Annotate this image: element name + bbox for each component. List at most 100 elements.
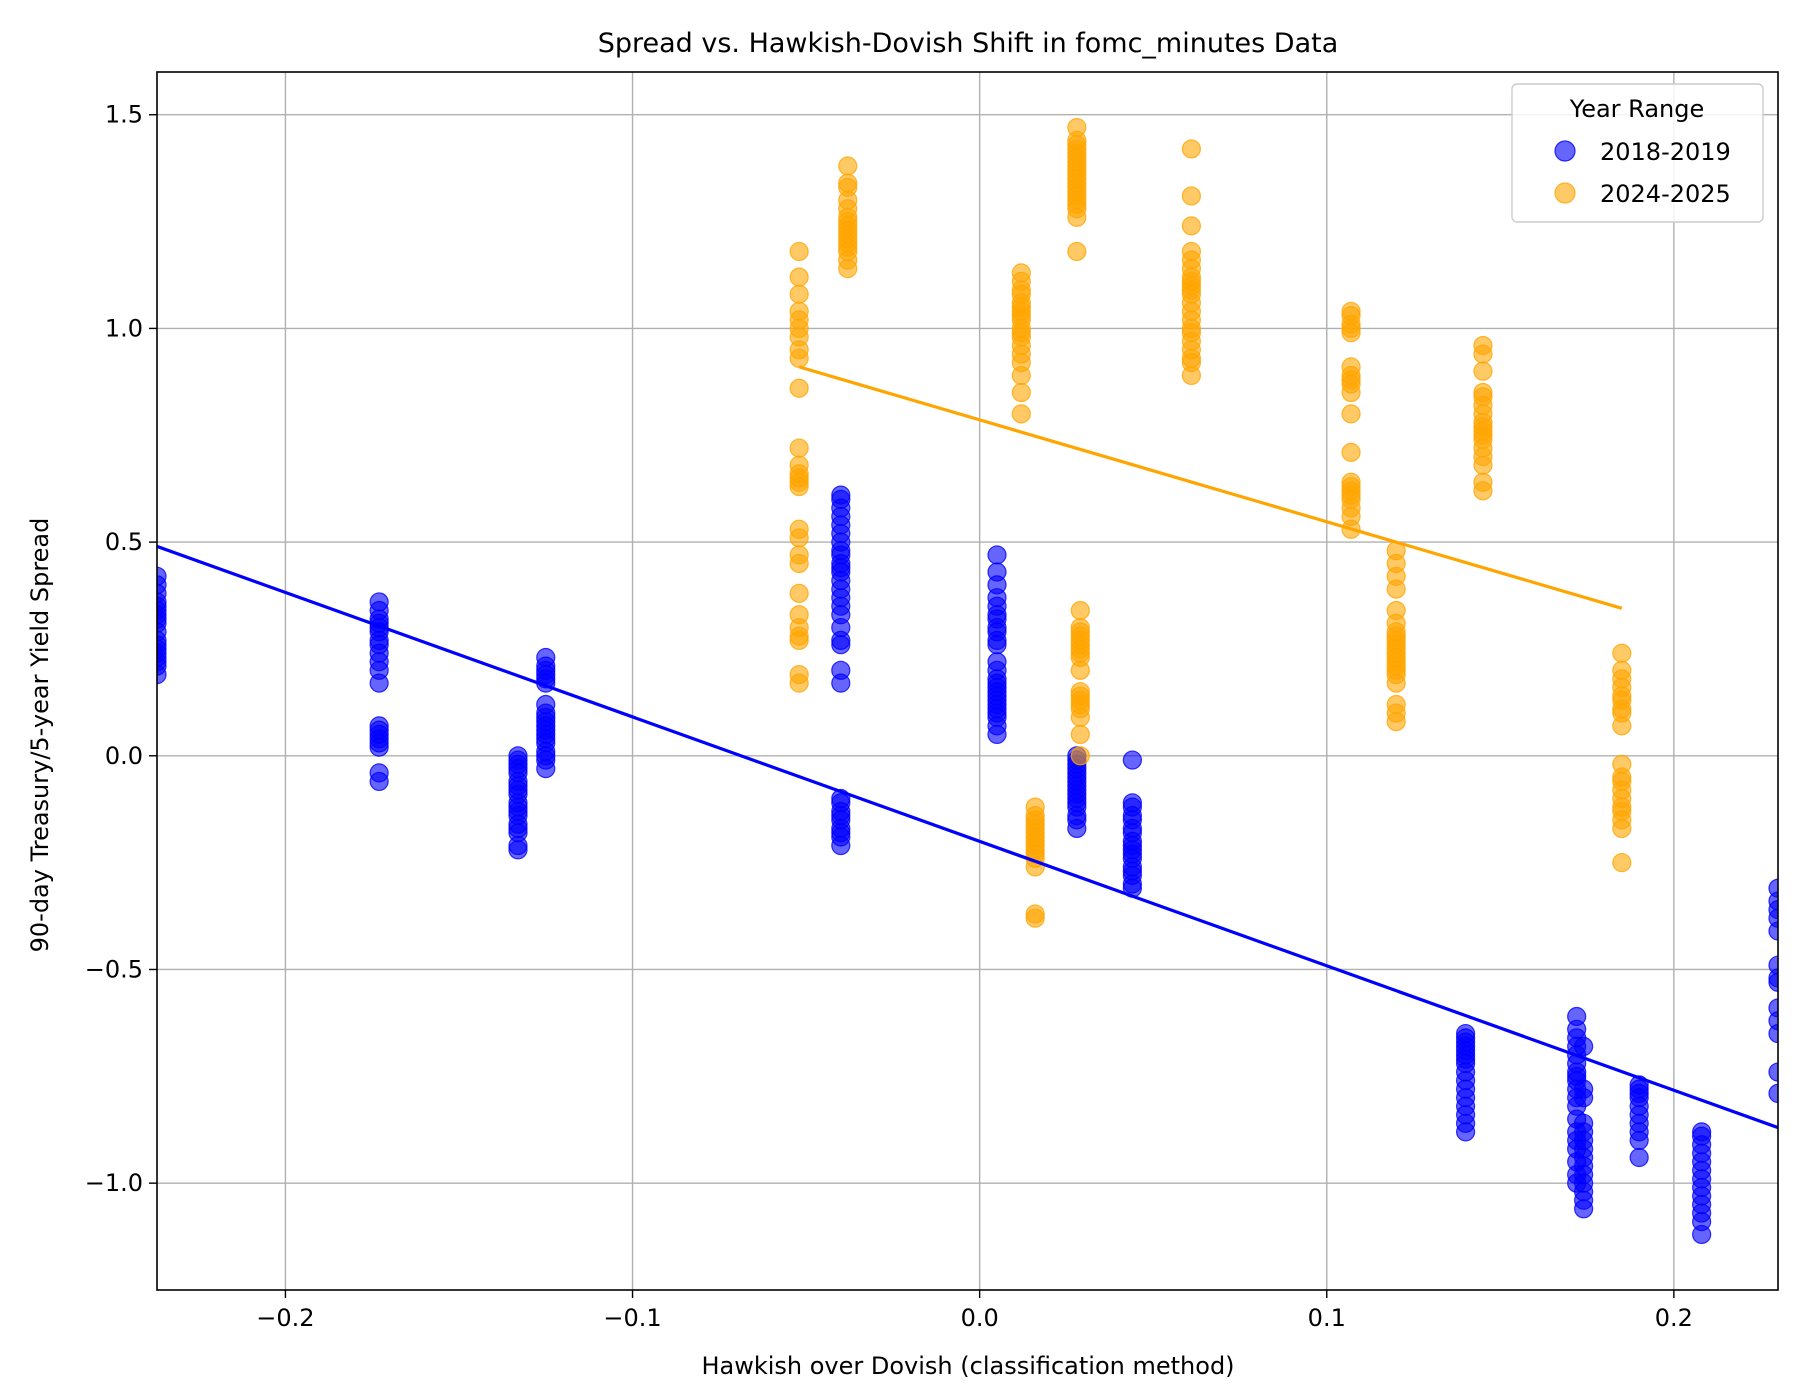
point-2024-2025	[789, 583, 809, 603]
point-2024-2025	[1070, 617, 1090, 638]
legend-marker-2024-2025	[1554, 182, 1576, 204]
point-2024-2025	[838, 156, 858, 176]
point-2018-2019	[1574, 1079, 1594, 1099]
x-tick-label: −0.1	[603, 1304, 661, 1332]
point-2024-2025	[1341, 357, 1361, 377]
point-2018-2019	[1768, 878, 1778, 898]
point-2018-2019	[1122, 750, 1142, 770]
y-tick-label: −1.0	[85, 1169, 143, 1197]
point-2018-2019	[369, 763, 389, 783]
point-2024-2025	[789, 664, 809, 685]
point-2018-2019	[1692, 1122, 1712, 1142]
chart-title: Spread vs. Hawkish-Dovish Shift in fomc_…	[598, 28, 1339, 59]
point-2018-2019	[831, 485, 851, 505]
point-2024-2025	[789, 455, 809, 475]
point-2024-2025	[1181, 216, 1201, 236]
x-axis-label: Hawkish over Dovish (classification meth…	[701, 1352, 1234, 1380]
legend-label-2018-2019: 2018-2019	[1600, 138, 1731, 166]
point-2018-2019	[369, 592, 389, 612]
x-tick-label: −0.2	[256, 1304, 314, 1332]
point-2018-2019	[1574, 1113, 1594, 1133]
point-2024-2025	[1011, 404, 1031, 424]
axis-ticks: −0.2 −0.1 0.0 0.1 0.2 −1.0 −0.5 0.0 0.5 1.0 1.5	[85, 101, 1693, 1332]
legend-box	[1511, 83, 1764, 223]
x-tick-label: 0.1	[1308, 1304, 1346, 1332]
point-2018-2019	[1768, 1062, 1778, 1082]
point-2024-2025	[1386, 600, 1406, 621]
point-2018-2019	[369, 716, 389, 736]
plot-frame	[156, 71, 1779, 1291]
legend-title: Year Range	[1569, 95, 1705, 123]
point-2018-2019	[157, 566, 167, 586]
point-2024-2025	[789, 267, 809, 287]
point-2024-2025	[1025, 797, 1045, 817]
point-2018-2019	[1629, 1147, 1649, 1168]
point-2024-2025	[1181, 139, 1201, 159]
x-tick-label: 0.2	[1655, 1304, 1693, 1332]
y-tick-label: 1.5	[105, 101, 143, 129]
y-axis-label: 90-day Treasury/5-year Yield Spread	[26, 518, 54, 953]
point-2018-2019	[987, 562, 1007, 582]
point-2024-2025	[789, 301, 809, 321]
point-2024-2025	[1025, 904, 1045, 924]
point-2024-2025	[1011, 382, 1031, 403]
point-2024-2025	[1473, 382, 1493, 403]
point-2024-2025	[838, 173, 858, 193]
point-2024-2025	[1067, 241, 1087, 262]
legend: Year Range 2018-2019 2024-2025	[1511, 83, 1764, 223]
point-2024-2025	[1612, 660, 1632, 680]
point-2024-2025	[1181, 186, 1201, 206]
point-2024-2025	[1341, 301, 1361, 321]
point-2024-2025	[789, 605, 809, 625]
point-2024-2025	[789, 438, 809, 458]
point-2024-2025	[1070, 682, 1090, 702]
point-2018-2019	[1768, 1083, 1778, 1104]
y-tick-label: 0.0	[105, 742, 143, 770]
legend-label-2024-2025: 2024-2025	[1600, 180, 1731, 208]
point-2018-2019	[1768, 998, 1778, 1018]
fit-line-2018-2019	[157, 544, 1778, 1130]
point-2024-2025	[789, 519, 809, 539]
point-2018-2019	[987, 652, 1007, 672]
y-tick-label: −0.5	[85, 955, 143, 983]
point-2024-2025	[789, 545, 809, 565]
point-2024-2025	[1473, 335, 1493, 356]
point-2024-2025	[1473, 361, 1493, 381]
point-2018-2019	[536, 647, 556, 668]
point-2018-2019	[508, 746, 528, 766]
point-2024-2025	[1612, 853, 1632, 873]
point-2018-2019	[1122, 793, 1142, 813]
legend-marker-2018-2019	[1554, 140, 1576, 162]
point-2018-2019	[987, 545, 1007, 565]
grid	[157, 72, 1778, 1290]
point-2024-2025	[1070, 600, 1090, 621]
fit-line-2024-2025	[798, 365, 1623, 610]
point-2024-2025	[789, 241, 809, 262]
point-2024-2025	[1070, 724, 1090, 745]
point-2024-2025	[1386, 694, 1406, 715]
point-2018-2019	[1768, 955, 1778, 975]
y-tick-label: 0.5	[105, 528, 143, 556]
point-2018-2019	[1567, 1006, 1587, 1027]
point-2024-2025	[789, 284, 809, 304]
data-points	[157, 117, 1778, 1245]
point-2018-2019	[1574, 1036, 1594, 1057]
point-2018-2019	[831, 660, 851, 680]
y-tick-label: 1.0	[105, 314, 143, 342]
x-tick-label: 0.0	[961, 1304, 999, 1332]
point-2024-2025	[1011, 263, 1031, 283]
point-2024-2025	[1181, 241, 1201, 262]
point-2024-2025	[1341, 442, 1361, 462]
point-2018-2019	[536, 694, 556, 715]
point-2024-2025	[1067, 117, 1087, 138]
point-2018-2019	[1456, 1023, 1476, 1044]
point-2024-2025	[1341, 404, 1361, 424]
point-2024-2025	[1341, 472, 1361, 492]
point-2024-2025	[1070, 746, 1090, 766]
point-2024-2025	[1473, 472, 1493, 492]
point-2024-2025	[1612, 643, 1632, 663]
point-2024-2025	[789, 378, 809, 398]
